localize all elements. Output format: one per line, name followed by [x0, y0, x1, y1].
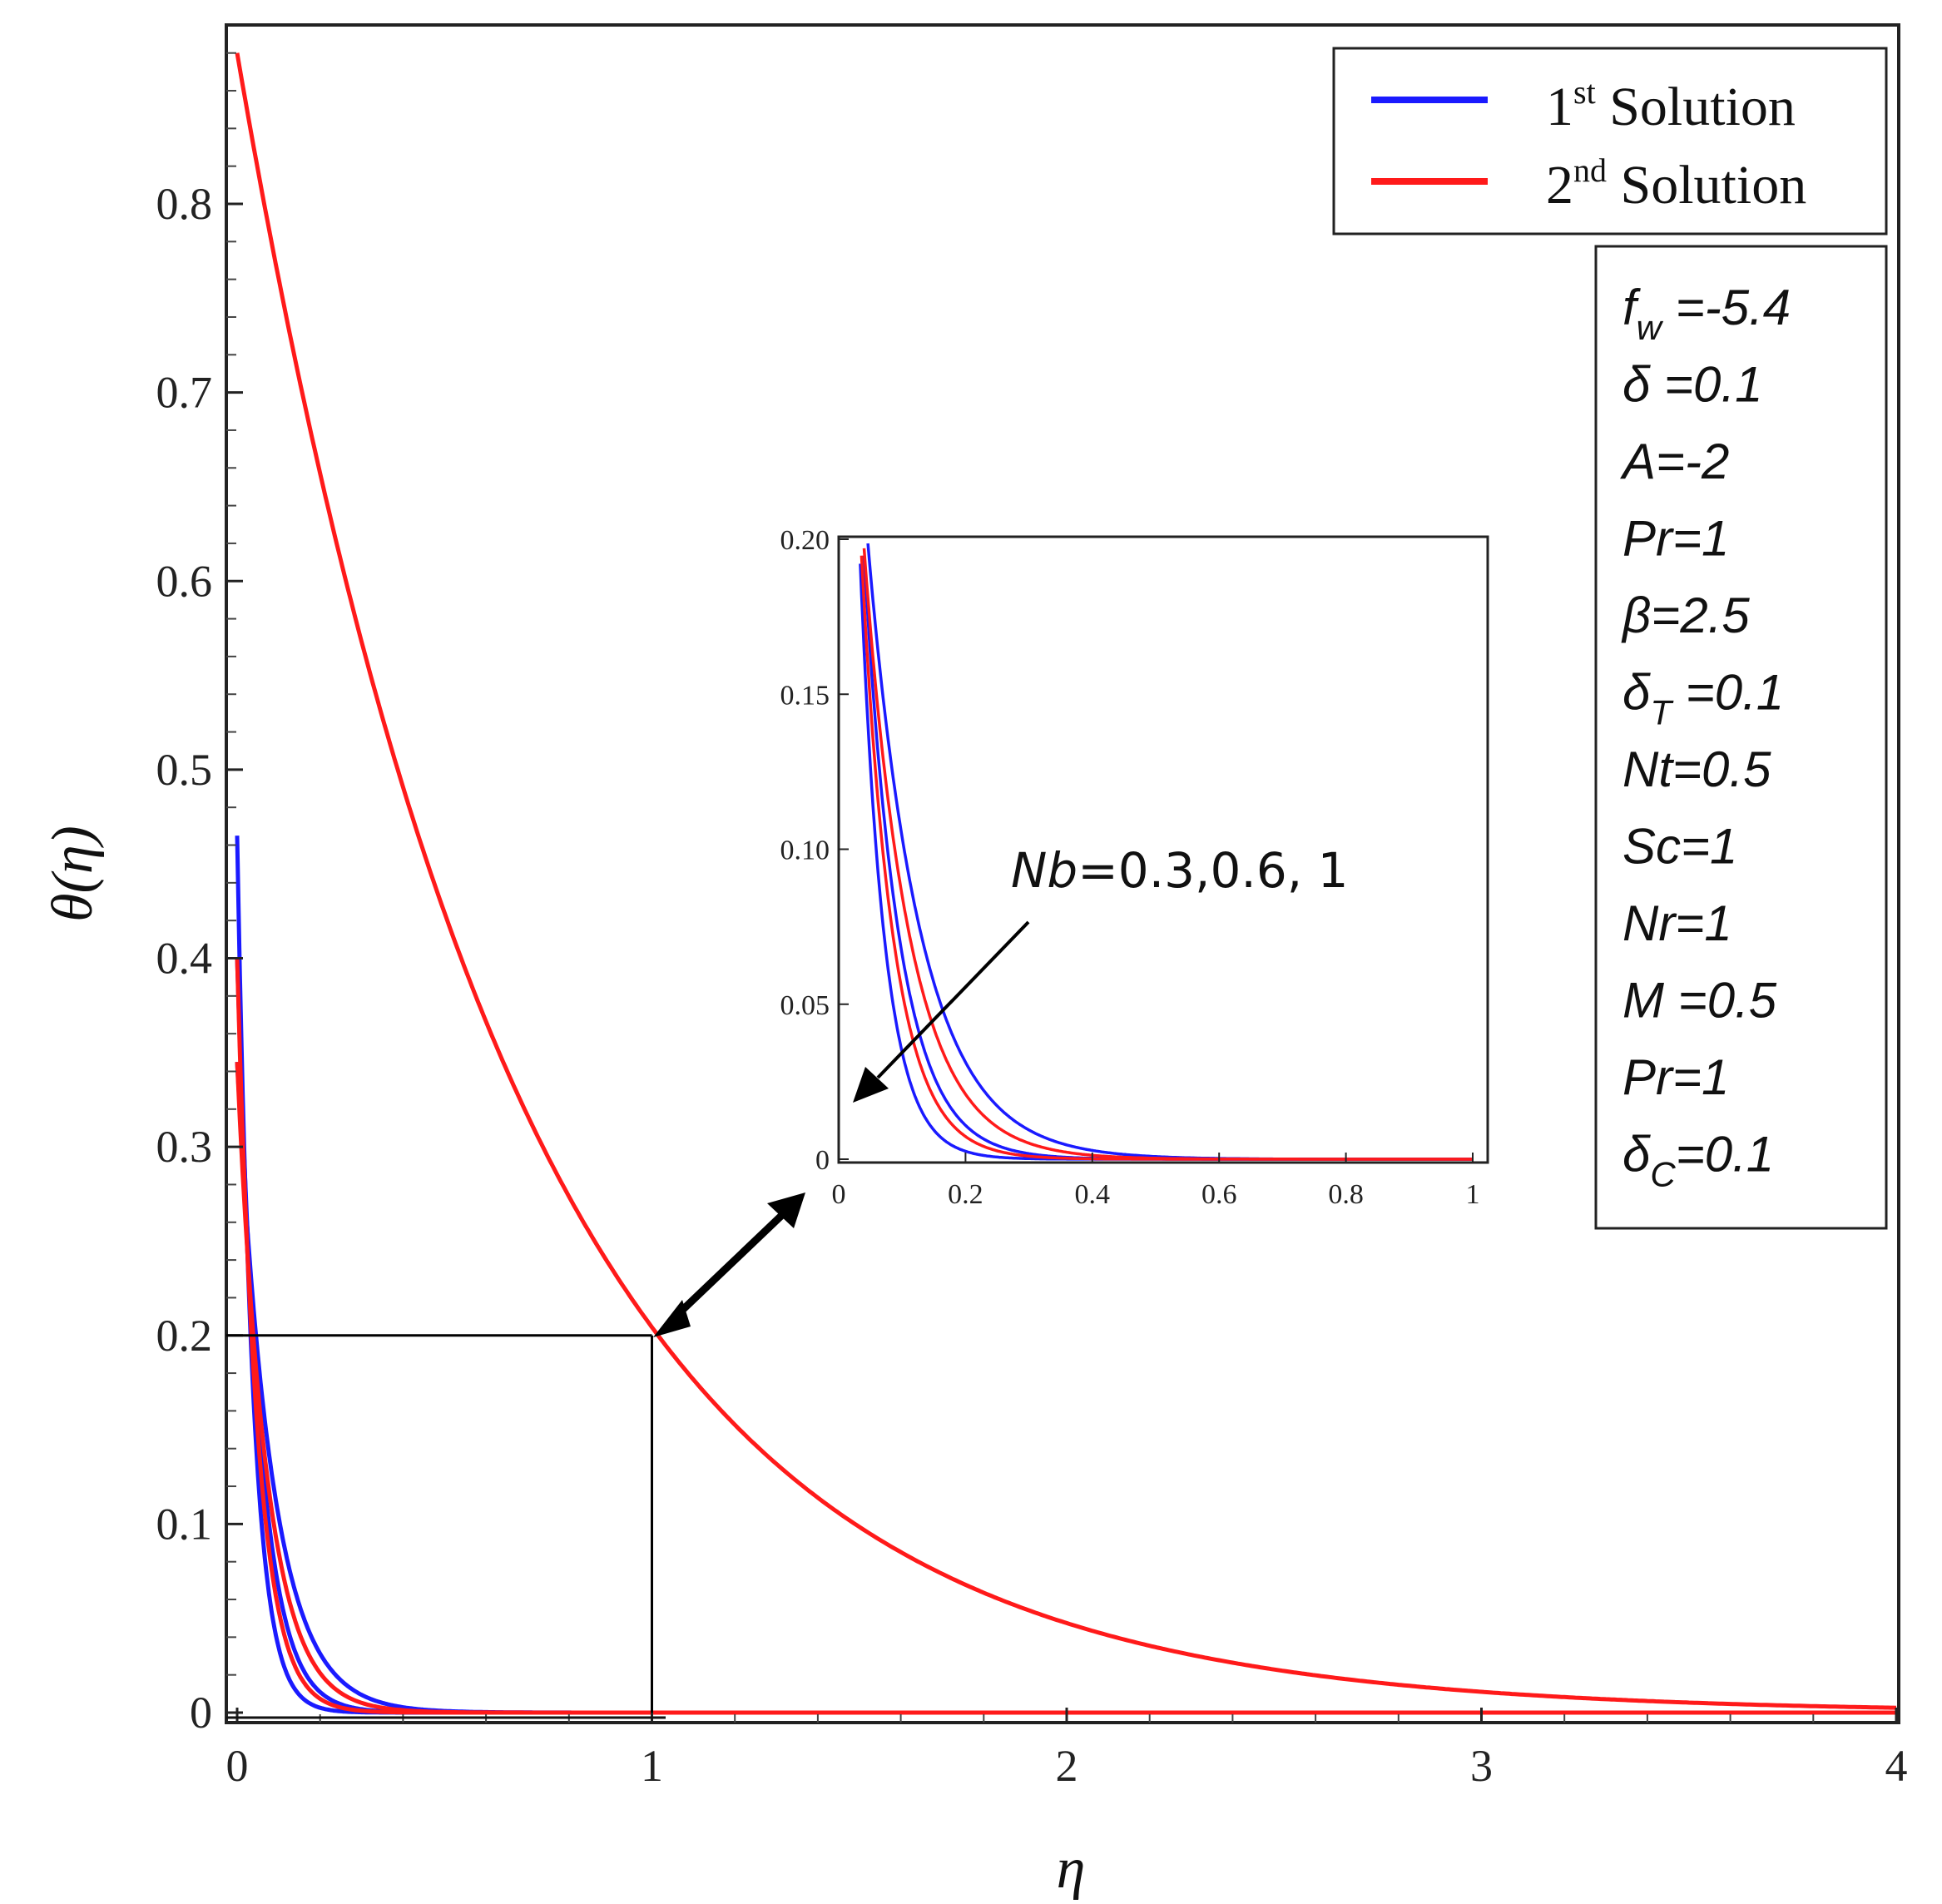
parameter-entry: M =0.5 [1622, 973, 1777, 1029]
y-tick-label: 0.8 [156, 179, 213, 229]
inset-series [859, 543, 1473, 1161]
parameter-entry: δT =0.1 [1622, 665, 1784, 732]
legend: 1st Solution 2nd Solution [1332, 47, 1888, 236]
y-tick-label: 0.3 [156, 1122, 213, 1172]
nb-direction-arrow [853, 920, 1030, 1103]
parameter-entry: fw =-5.4 [1622, 280, 1791, 347]
y-tick-label: 0.1 [156, 1499, 213, 1549]
inset-y-tick-label: 0.05 [780, 990, 830, 1021]
y-tick-label: 0.6 [156, 556, 213, 606]
parameter-entry: β=2.5 [1621, 588, 1750, 643]
inset-x-tick-label: 0.4 [1075, 1179, 1111, 1210]
zoom-region-box [226, 1334, 653, 1713]
parameter-entry: δC=0.1 [1622, 1127, 1774, 1194]
inset-series-line [862, 548, 1473, 1161]
parameter-entry: Nr=1 [1622, 895, 1732, 951]
inset-x-tick-label: 0.8 [1328, 1179, 1364, 1210]
parameters-list: fw =-5.4 δ =0.1 A=-2 Pr=1 β=2.5 δT =0.1 Nt=0.5… [1620, 280, 1791, 1194]
legend-1st-base: 1 [1546, 77, 1573, 137]
legend-1st-sup: st [1573, 73, 1596, 111]
y-axis-ticks: 0 0.1 0.2 0.3 0.4 0.5 0.6 0.7 0.8 [156, 52, 243, 1738]
parameter-entry: Pr=1 [1622, 1049, 1729, 1105]
zoom-link-arrow [653, 1192, 805, 1337]
x-axis-label: η [1057, 1837, 1086, 1901]
parameter-entry: Nt=0.5 [1622, 741, 1771, 797]
legend-2nd-sup: nd [1573, 151, 1607, 189]
series-line [235, 52, 1897, 1710]
x-tick-label: 4 [1885, 1741, 1908, 1791]
inset-y-tick-label: 0.20 [780, 525, 830, 556]
y-tick-label: 0.7 [156, 368, 213, 418]
inset-x-tick-label: 0.2 [948, 1179, 983, 1210]
x-tick-label: 0 [226, 1741, 249, 1791]
parameter-entry: δ =0.1 [1622, 357, 1762, 413]
inset-y-tick-label: 0 [815, 1145, 830, 1176]
legend-label-2nd: 2nd Solution [1546, 151, 1806, 216]
x-axis-ticks: 0 1 2 3 4 [226, 1708, 1908, 1791]
inset-plot: 0 0.05 0.10 0.15 0.20 0 0.2 0.4 0.6 0.8 1 [780, 525, 1489, 1210]
legend-frame [1332, 47, 1888, 236]
main-plot-series [235, 52, 1897, 1715]
parameter-entry: Sc=1 [1622, 819, 1737, 875]
plot-area-frame [225, 23, 1900, 1724]
y-axis-label: θ(η) [41, 826, 105, 922]
y-tick-label: 0.5 [156, 745, 213, 795]
inset-x-ticks: 0 0.2 0.4 0.6 0.8 1 [832, 1153, 1480, 1210]
inset-x-tick-label: 1 [1466, 1179, 1480, 1210]
x-tick-label: 2 [1056, 1741, 1078, 1791]
y-tick-label: 0.4 [156, 934, 213, 984]
nb-annotation: Nb=0.3,0.6, 1 [1011, 842, 1349, 899]
nb-annotation-values: =0.3,0.6, 1 [1078, 842, 1348, 899]
x-tick-label: 1 [641, 1741, 663, 1791]
x-tick-label: 3 [1470, 1741, 1493, 1791]
inset-y-tick-label: 0.10 [780, 835, 830, 866]
inset-y-tick-label: 0.15 [780, 680, 830, 711]
parameters-box: fw =-5.4 δ =0.1 A=-2 Pr=1 β=2.5 δT =0.1 Nt=0.5… [1594, 245, 1888, 1230]
legend-label-1st: 1st Solution [1546, 73, 1796, 137]
parameter-entry: A=-2 [1620, 434, 1729, 489]
nb-annotation-label: Nb [1011, 842, 1078, 899]
parameter-entry: Pr=1 [1622, 511, 1729, 567]
parameters-frame [1594, 245, 1888, 1230]
y-tick-label: 0 [190, 1688, 212, 1738]
inset-x-tick-label: 0 [832, 1179, 846, 1210]
y-tick-label: 0.2 [156, 1311, 213, 1361]
inset-y-ticks: 0 0.05 0.10 0.15 0.20 [780, 525, 849, 1176]
legend-2nd-text: Solution [1607, 155, 1806, 216]
inset-x-tick-label: 0.6 [1201, 1179, 1237, 1210]
legend-2nd-base: 2 [1546, 155, 1573, 216]
legend-1st-text: Solution [1596, 77, 1796, 137]
